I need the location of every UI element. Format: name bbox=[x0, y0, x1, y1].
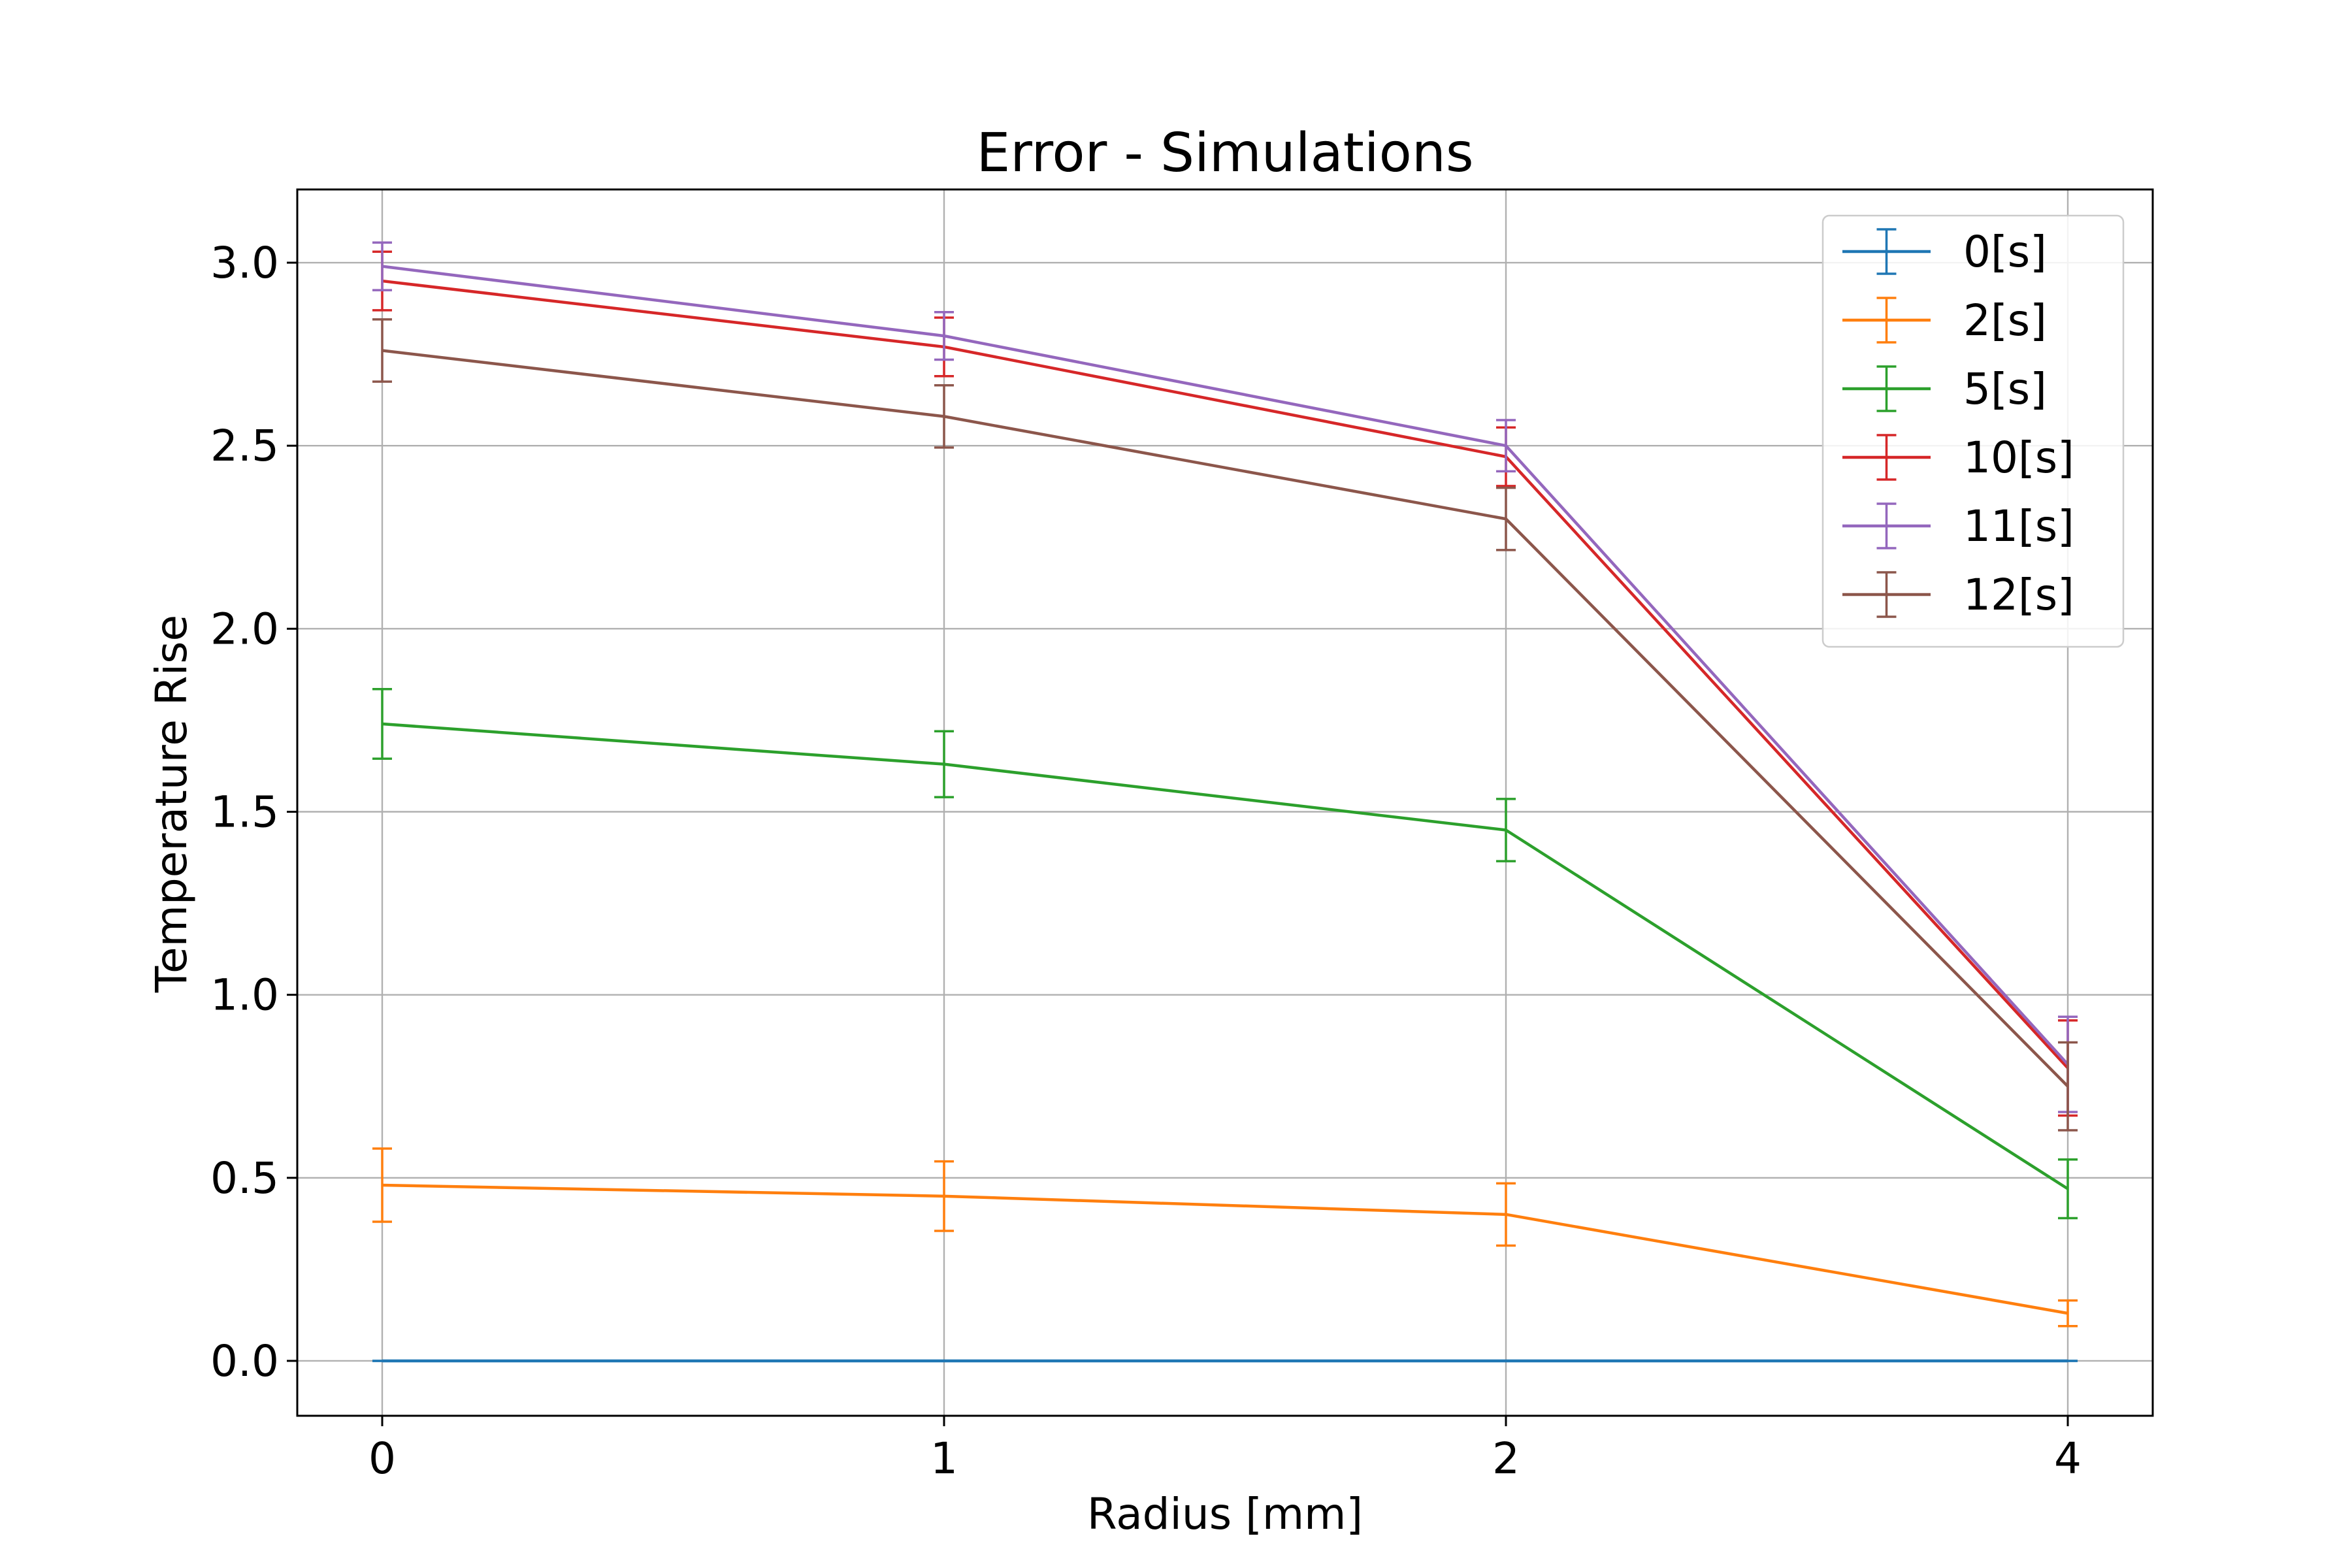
legend-item: 0[s] bbox=[1842, 227, 2047, 277]
series-line bbox=[382, 1183, 2068, 1315]
y-tick-label: 0.5 bbox=[210, 1153, 279, 1203]
series-1 bbox=[372, 1147, 2078, 1328]
legend-label: 12[s] bbox=[1963, 570, 2074, 620]
chart-title: Error - Simulations bbox=[976, 122, 1473, 184]
series-line bbox=[382, 265, 2069, 1066]
x-tick-label: 4 bbox=[2054, 1433, 2082, 1484]
x-tick-label: 1 bbox=[930, 1433, 958, 1484]
legend-item: 11[s] bbox=[1842, 501, 2074, 551]
legend-label: 5[s] bbox=[1963, 364, 2047, 414]
y-tick-label: 0.0 bbox=[210, 1336, 279, 1386]
legend-label: 11[s] bbox=[1963, 501, 2074, 551]
series-5 bbox=[372, 318, 2078, 1132]
y-tick-label: 2.5 bbox=[210, 421, 279, 471]
legend-item: 5[s] bbox=[1842, 364, 2047, 414]
series-2 bbox=[372, 688, 2078, 1220]
legend-label: 0[s] bbox=[1963, 227, 2047, 277]
series-line bbox=[382, 279, 2069, 1070]
legend-label: 10[s] bbox=[1963, 433, 2074, 483]
legend-item: 10[s] bbox=[1842, 433, 2074, 483]
series-line bbox=[382, 722, 2069, 1190]
y-tick-label: 3.0 bbox=[210, 238, 279, 288]
x-tick-label: 2 bbox=[1492, 1433, 1520, 1484]
legend-label: 2[s] bbox=[1963, 295, 2047, 346]
legend-item: 2[s] bbox=[1842, 295, 2047, 346]
x-tick-label: 0 bbox=[368, 1433, 396, 1484]
legend-item: 12[s] bbox=[1842, 570, 2074, 620]
y-tick-label: 2.0 bbox=[210, 604, 279, 654]
legend: 0[s] 2[s] 5[s] 10[s] 11[s] 12[s] bbox=[1821, 214, 2125, 648]
series-line bbox=[382, 349, 2069, 1088]
y-tick-label: 1.0 bbox=[210, 970, 279, 1021]
plot-frame bbox=[296, 188, 2154, 1417]
legend-box bbox=[1821, 214, 2125, 648]
y-axis-label: Temperature Rise bbox=[146, 615, 197, 993]
y-tick-label: 1.5 bbox=[210, 787, 279, 838]
x-axis-label: Radius [mm] bbox=[1087, 1489, 1363, 1539]
series-layer bbox=[372, 241, 2078, 1363]
ticks: 0 1 2 4 0.0 0.5 1.0 1.5 2.0 2.5 3.0 bbox=[210, 238, 2082, 1484]
